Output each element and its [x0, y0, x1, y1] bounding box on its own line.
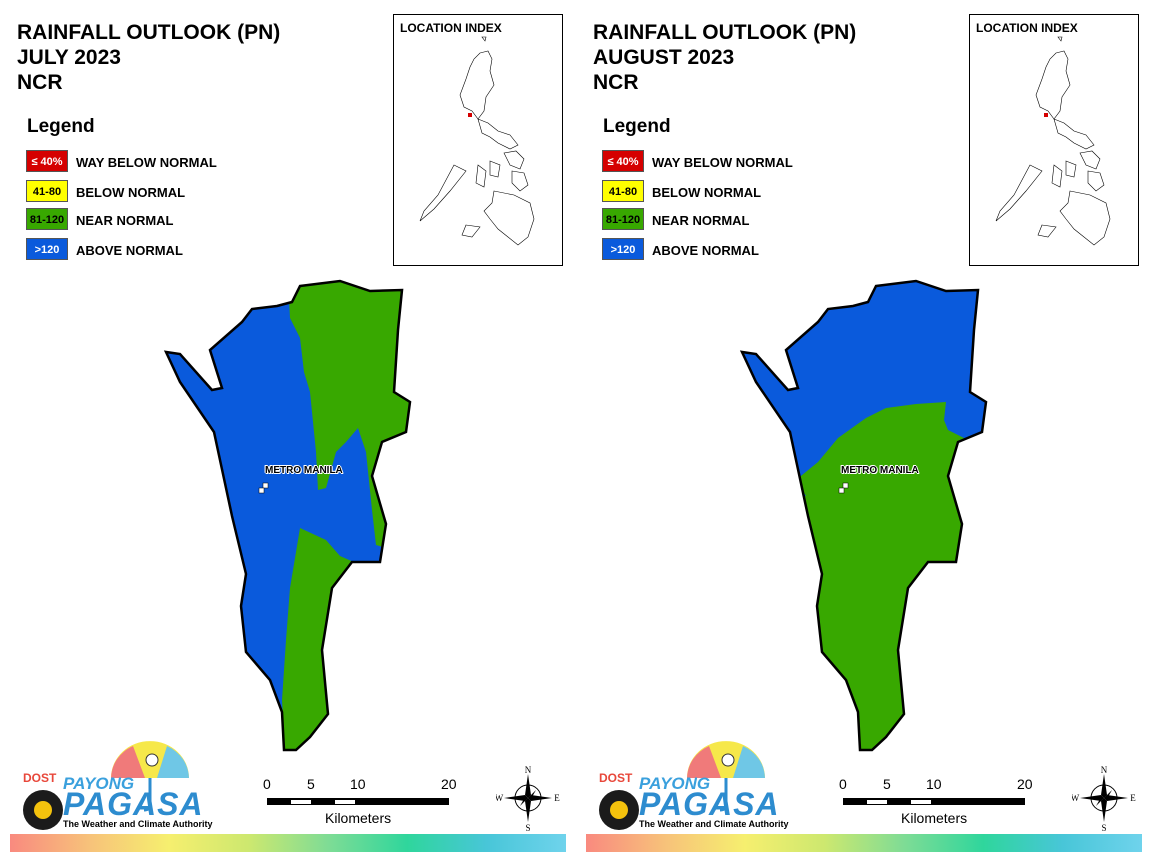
legend-swatch: 41-80: [26, 180, 68, 202]
map-panel-july: RAINFALL OUTLOOK (PN) JULY 2023 NCR Lege…: [10, 14, 566, 852]
payong-pagasa-logo: DOST PAYONG PAGASA The Weather and Clima…: [15, 738, 213, 834]
legend-label: ABOVE NORMAL: [652, 243, 759, 258]
legend-swatch: ≤ 40%: [602, 150, 644, 172]
scale-label: 20: [441, 776, 457, 792]
location-index-title: LOCATION INDEX: [976, 21, 1078, 35]
scale-unit: Kilometers: [325, 810, 392, 826]
scale-label: 5: [883, 776, 891, 792]
legend-label: WAY BELOW NORMAL: [652, 155, 793, 170]
umbrella-logo-icon: [599, 741, 765, 830]
metro-manila-label: METRO MANILA: [841, 465, 919, 476]
location-index-inset: LOCATION INDEX: [969, 14, 1139, 266]
legend-title: Legend: [603, 116, 671, 137]
logo-payong-text: PAYONG: [639, 774, 711, 793]
map-title: RAINFALL OUTLOOK (PN) AUGUST 2023 NCR: [593, 20, 856, 95]
city-marker: [842, 482, 849, 489]
scale-bar: 0 5 10 20 Kilometers: [831, 776, 1041, 836]
compass-e: E: [1130, 793, 1136, 803]
legend-swatch: ≤ 40%: [26, 150, 68, 172]
legend-swatch: >120: [26, 238, 68, 260]
compass-s: S: [1101, 823, 1106, 832]
compass-w: W: [496, 793, 504, 803]
compass-s: S: [525, 823, 530, 832]
ncr-boundary: [739, 279, 988, 752]
scale-bar-graphic: [843, 798, 1025, 805]
ncr-location-marker: [468, 113, 472, 117]
title-line-3: NCR: [17, 71, 63, 94]
near-normal-zone-south: [282, 528, 400, 750]
logo-dost-text: DOST: [599, 771, 633, 785]
city-marker: [838, 487, 845, 494]
metro-manila-label: METRO MANILA: [265, 465, 343, 476]
logo-tagline: The Weather and Climate Authority: [639, 819, 789, 829]
north-arrow-compass-icon: N S W E: [496, 765, 560, 832]
compass-w: W: [1072, 793, 1080, 803]
legend-label: BELOW NORMAL: [652, 185, 762, 200]
philippines-index-map: [419, 36, 535, 246]
location-index-title: LOCATION INDEX: [400, 21, 502, 35]
map-title: RAINFALL OUTLOOK (PN) JULY 2023 NCR: [17, 20, 280, 95]
city-marker: [258, 487, 265, 494]
logo-tagline: The Weather and Climate Authority: [63, 819, 213, 829]
title-line-1: RAINFALL OUTLOOK (PN): [17, 21, 281, 44]
title-line-2: JULY 2023: [17, 46, 121, 69]
title-line-2: AUGUST 2023: [593, 46, 735, 69]
scale-label: 0: [263, 776, 271, 792]
title-line-1: RAINFALL OUTLOOK (PN): [593, 21, 857, 44]
ncr-location-marker: [1044, 113, 1048, 117]
philippines-index-map: [995, 36, 1111, 246]
scale-bar: 0 5 10 20 Kilometers: [255, 776, 465, 836]
logo-pagasa-text: PAGASA: [639, 786, 780, 822]
ncr-rainfall-map: [739, 279, 988, 752]
map-panel-august: RAINFALL OUTLOOK (PN) AUGUST 2023 NCR Le…: [576, 0, 1152, 864]
legend-title: Legend: [27, 116, 95, 137]
legend-swatch: 81-120: [602, 208, 644, 230]
scale-label: 5: [307, 776, 315, 792]
north-arrow-compass-icon: N S W E: [1072, 765, 1136, 832]
footer-color-bar: [586, 834, 1142, 852]
legend-label: WAY BELOW NORMAL: [76, 155, 217, 170]
ncr-boundary: [163, 279, 412, 752]
city-marker: [262, 482, 269, 489]
scale-label: 0: [839, 776, 847, 792]
compass-e: E: [554, 793, 560, 803]
ncr-rainfall-map: [163, 279, 412, 752]
scale-label: 20: [1017, 776, 1033, 792]
legend-swatch: 41-80: [602, 180, 644, 202]
legend-swatch: 81-120: [26, 208, 68, 230]
legend-label: NEAR NORMAL: [76, 213, 174, 228]
umbrella-logo-icon: [23, 741, 189, 830]
legend-label: ABOVE NORMAL: [76, 243, 183, 258]
legend-label: NEAR NORMAL: [652, 213, 750, 228]
compass-n: N: [1101, 765, 1108, 775]
payong-pagasa-logo: DOST PAYONG PAGASA The Weather and Clima…: [591, 738, 789, 834]
footer-color-bar: [10, 834, 566, 852]
logo-pagasa-text: PAGASA: [63, 786, 204, 822]
compass-n: N: [525, 765, 532, 775]
scale-label: 10: [350, 776, 366, 792]
scale-label: 10: [926, 776, 942, 792]
location-index-inset: LOCATION INDEX: [393, 14, 563, 266]
legend-label: BELOW NORMAL: [76, 185, 186, 200]
logo-payong-text: PAYONG: [63, 774, 135, 793]
title-line-3: NCR: [593, 71, 639, 94]
logo-dost-text: DOST: [23, 771, 57, 785]
scale-bar-graphic: [267, 798, 449, 805]
scale-unit: Kilometers: [901, 810, 968, 826]
near-normal-zone: [742, 402, 986, 750]
legend-swatch: >120: [602, 238, 644, 260]
